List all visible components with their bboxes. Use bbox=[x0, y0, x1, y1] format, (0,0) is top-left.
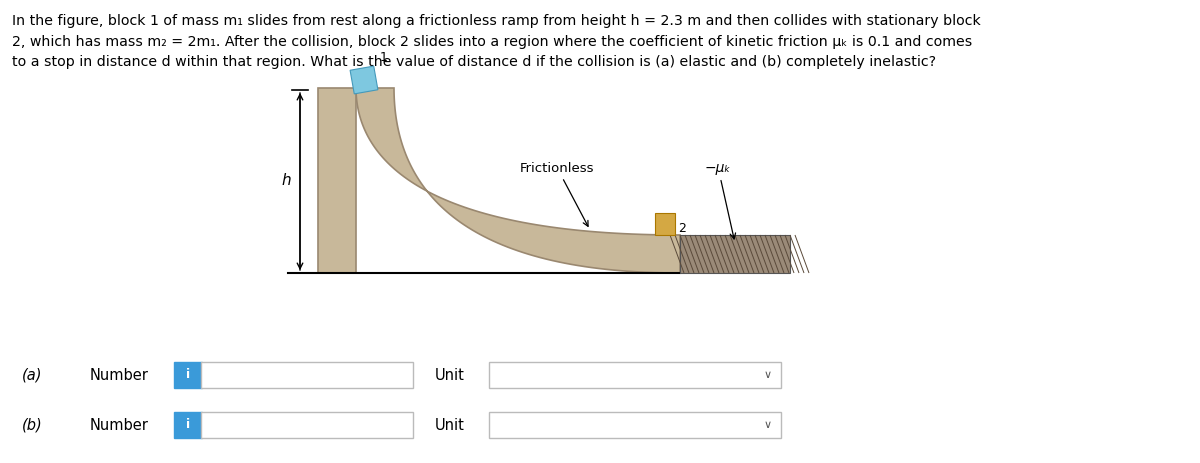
FancyBboxPatch shape bbox=[174, 412, 202, 438]
Text: Unit: Unit bbox=[436, 368, 464, 382]
FancyBboxPatch shape bbox=[490, 362, 781, 388]
Text: Frictionless: Frictionless bbox=[520, 162, 594, 226]
Text: (a): (a) bbox=[22, 368, 42, 382]
Text: Number: Number bbox=[90, 368, 149, 382]
Text: i: i bbox=[186, 369, 190, 382]
Text: 2: 2 bbox=[678, 222, 686, 235]
Text: 1: 1 bbox=[380, 51, 388, 64]
Bar bbox=[318, 88, 356, 273]
Text: Number: Number bbox=[90, 418, 149, 432]
Text: ∨: ∨ bbox=[764, 420, 772, 430]
FancyBboxPatch shape bbox=[202, 412, 413, 438]
FancyBboxPatch shape bbox=[174, 362, 202, 388]
FancyBboxPatch shape bbox=[490, 412, 781, 438]
Text: −μₖ: −μₖ bbox=[706, 161, 736, 239]
Polygon shape bbox=[350, 66, 378, 94]
FancyBboxPatch shape bbox=[202, 362, 413, 388]
Text: ∨: ∨ bbox=[764, 370, 772, 380]
Bar bbox=[680, 235, 790, 273]
Bar bbox=[655, 213, 674, 235]
Text: i: i bbox=[186, 419, 190, 432]
Text: Unit: Unit bbox=[436, 418, 464, 432]
Text: h: h bbox=[281, 173, 290, 188]
Text: (b): (b) bbox=[22, 418, 43, 432]
Text: In the figure, block 1 of mass m₁ slides from rest along a frictionless ramp fro: In the figure, block 1 of mass m₁ slides… bbox=[12, 14, 980, 69]
Polygon shape bbox=[356, 88, 680, 273]
